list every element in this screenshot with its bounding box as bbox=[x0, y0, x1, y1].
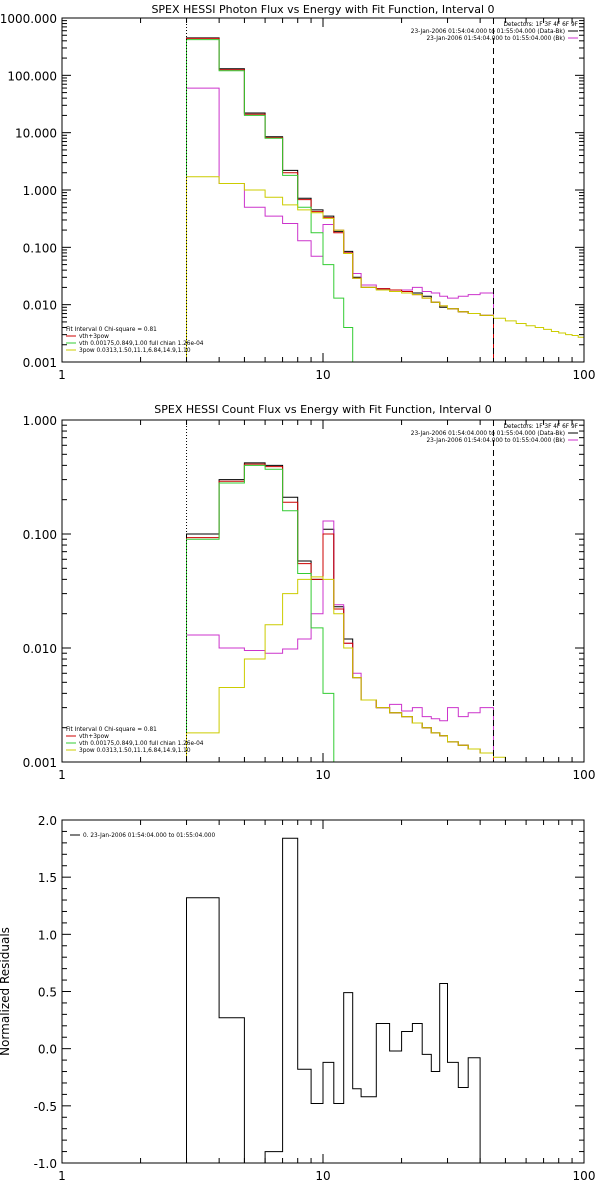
series-line-vth bbox=[186, 464, 335, 762]
legend-entry: 0. 23-Jan-2006 01:54:04.000 to 01:55:04.… bbox=[83, 833, 215, 839]
legend-entry: 23-Jan-2006 01:54:04.000 to 01:55:04.000… bbox=[411, 29, 565, 35]
legend-entry: Fit Interval 0 Chi-square = 0.81 bbox=[66, 727, 157, 733]
series-line-data-bk bbox=[186, 37, 494, 362]
series-group bbox=[186, 37, 584, 362]
legend-entry: vth+3pow bbox=[79, 334, 109, 340]
y-tick-label: -1.0 bbox=[34, 1157, 57, 1171]
legend-entry: vth+3pow bbox=[79, 734, 109, 740]
x-tick-label: 1 bbox=[58, 368, 66, 382]
series-line-residuals bbox=[186, 837, 494, 1163]
y-tick-label: 2.0 bbox=[38, 814, 57, 828]
legend-entry: 3pow 0.0313,1.50,11.1,6.84,14.9,1.10 bbox=[79, 748, 191, 754]
plot-frame bbox=[61, 819, 585, 1164]
y-tick-label: 0.100 bbox=[23, 241, 57, 255]
chart-panel-3: Normalized Residuals 1 10 100 -1.0 -0.5 0.0 0.5… bbox=[0, 814, 595, 1183]
legend-bottom-left: Fit Interval 0 Chi-square = 0.81vth+3pow… bbox=[66, 727, 204, 754]
plot-frame bbox=[61, 17, 585, 363]
series-line-bk bbox=[186, 520, 494, 762]
y-axis-label: Normalized Residuals bbox=[0, 927, 12, 1056]
y-tick-label: 0.010 bbox=[23, 642, 57, 656]
x-tick-label: 10 bbox=[315, 1169, 330, 1183]
y-tick-label: 1000.000 bbox=[0, 12, 57, 26]
legend-top-left: 0. 23-Jan-2006 01:54:04.000 to 01:55:04.… bbox=[70, 833, 215, 839]
legend-entry: 23-Jan-2006 01:54:04.000 to 01:55:04.000… bbox=[411, 431, 565, 437]
y-tick-label: 0.010 bbox=[23, 299, 57, 313]
series-line-vth-3pow bbox=[186, 37, 494, 362]
y-tick-label: 1.000 bbox=[23, 414, 57, 428]
x-tick-label: 10 bbox=[315, 768, 330, 782]
legend-entry: 3pow 0.0313,1.50,11.1,6.84,14.9,1.10 bbox=[79, 348, 191, 354]
x-tick-label: 100 bbox=[573, 1169, 596, 1183]
y-tick-label: 1.000 bbox=[23, 184, 57, 198]
series-group bbox=[186, 837, 494, 1163]
legend-entry: vth 0.00175,0.849,1.00 full chian 1.26e-… bbox=[79, 341, 204, 347]
y-tick-label: 0.001 bbox=[23, 356, 57, 370]
legend-entry: vth 0.00175,0.849,1.00 full chian 1.26e-… bbox=[79, 741, 204, 747]
series-line-3pow bbox=[186, 576, 552, 762]
series-group bbox=[186, 462, 552, 762]
x-tick-label: 100 bbox=[573, 768, 596, 782]
legend-entry: Detectors: 1F 3F 4F 6F 9F bbox=[503, 22, 578, 28]
legend-bottom-left: Fit Interval 0 Chi-square = 0.81vth+3pow… bbox=[66, 327, 204, 354]
series-line-3pow bbox=[186, 176, 584, 362]
legend-entry: Detectors: 1F 3F 4F 6F 9F bbox=[503, 424, 578, 430]
x-tick-label: 1 bbox=[58, 768, 66, 782]
series-line-bk bbox=[186, 87, 494, 362]
y-tick-label: 1.5 bbox=[38, 871, 57, 885]
y-tick-label: 0.001 bbox=[23, 756, 57, 770]
legend-entry: Fit Interval 0 Chi-square = 0.81 bbox=[66, 327, 157, 333]
x-tick-label: 100 bbox=[573, 368, 596, 382]
y-tick-label: 10.000 bbox=[15, 127, 57, 141]
chart-title: SPEX HESSI Photon Flux vs Energy with Fi… bbox=[151, 3, 494, 16]
chart-panel-1: SPEX HESSI Photon Flux vs Energy with Fi… bbox=[0, 3, 595, 382]
y-tick-label: 100.000 bbox=[7, 69, 57, 83]
chart-panel-2: SPEX HESSI Count Flux vs Energy with Fit… bbox=[23, 403, 596, 782]
y-tick-label: 0.100 bbox=[23, 528, 57, 542]
y-tick-label: 0.0 bbox=[38, 1043, 57, 1057]
legend-entry: 23-Jan-2006 01:54:04.000 to 01:55:04.000… bbox=[426, 438, 565, 444]
x-tick-label: 10 bbox=[315, 368, 330, 382]
y-tick-label: 1.0 bbox=[38, 928, 57, 942]
y-tick-label: -0.5 bbox=[34, 1100, 57, 1114]
legend-entry: 23-Jan-2006 01:54:04.000 to 01:55:04.000… bbox=[426, 36, 565, 42]
y-tick-label: 0.5 bbox=[38, 986, 57, 1000]
x-tick-label: 1 bbox=[58, 1169, 66, 1183]
chart-title: SPEX HESSI Count Flux vs Energy with Fit… bbox=[154, 403, 491, 416]
